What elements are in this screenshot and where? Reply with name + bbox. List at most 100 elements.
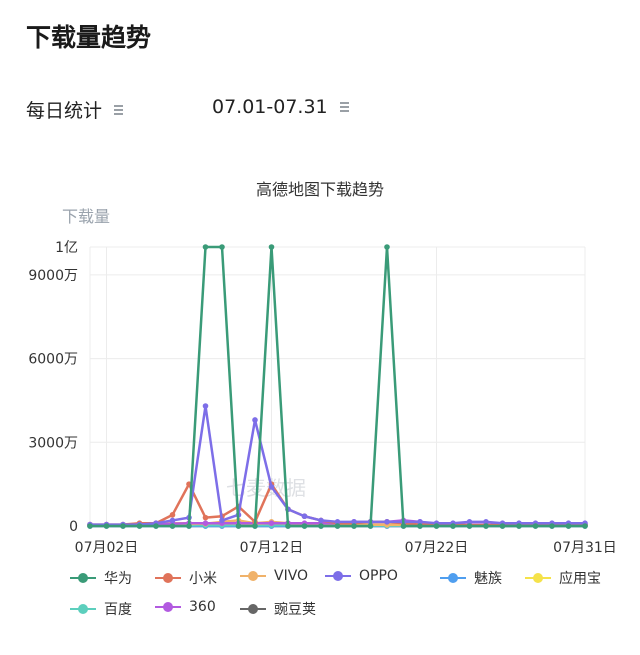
data-point (351, 519, 357, 525)
page-title: 下载量趋势 (26, 23, 152, 52)
data-point (202, 520, 209, 527)
legend-label: OPPO (359, 568, 398, 584)
data-point (499, 523, 506, 529)
data-point (483, 519, 489, 525)
data-point (153, 523, 159, 529)
data-point (483, 523, 489, 529)
legend-item[interactable]: 小米 (155, 568, 217, 588)
data-point (219, 244, 225, 250)
menu-icon (339, 100, 349, 114)
data-point (516, 523, 522, 529)
legend-swatch (70, 573, 96, 583)
data-point (202, 514, 209, 521)
legend-label: 应用宝 (559, 571, 601, 587)
legend-item[interactable]: OPPO (325, 568, 398, 584)
y-axis-label: 下载量 (62, 207, 110, 226)
data-point (384, 519, 390, 525)
data-point (466, 523, 473, 529)
data-point (334, 519, 341, 525)
legend-label: 360 (189, 599, 216, 615)
data-point (136, 523, 143, 529)
data-point (301, 513, 308, 520)
legend-swatch (325, 571, 351, 581)
y-tick-labels: 0 3000万 6000万 9000万 1亿 (28, 240, 78, 535)
data-point (103, 523, 110, 529)
y-tick-label: 3000万 (28, 435, 78, 451)
data-point (466, 519, 473, 525)
menu-icon (114, 103, 124, 117)
data-point (417, 519, 423, 525)
legend-item[interactable]: 360 (155, 599, 216, 615)
legend-swatch (240, 604, 266, 614)
legend-swatch (155, 573, 181, 583)
data-point (169, 512, 176, 518)
data-point (549, 523, 555, 529)
series-line (90, 245, 585, 528)
legend-swatch (440, 573, 466, 583)
data-point (169, 517, 176, 524)
y-tick-label: 1亿 (55, 240, 78, 256)
x-tick-label: 07月31日 (553, 540, 617, 556)
data-point (334, 523, 341, 529)
series-lines (87, 244, 588, 529)
data-point (450, 523, 456, 529)
data-point (400, 523, 407, 529)
daily-stat-label: 每日统计 (26, 100, 103, 122)
data-point (169, 523, 176, 529)
legend-item[interactable]: VIVO (240, 568, 308, 584)
data-point (87, 523, 93, 529)
legend-item[interactable]: 应用宝 (525, 568, 601, 588)
data-point (384, 244, 390, 250)
legend-swatch (155, 602, 181, 612)
data-point (367, 523, 374, 529)
data-point (268, 484, 275, 490)
data-point (268, 244, 275, 250)
x-tick-label: 07月02日 (75, 540, 139, 556)
data-point (433, 523, 440, 529)
data-point (301, 523, 308, 529)
legend-label: 豌豆荚 (274, 602, 316, 618)
legend-swatch (525, 573, 551, 583)
data-point (417, 523, 423, 529)
series-line (90, 482, 585, 527)
data-point (186, 523, 192, 529)
legend-swatch (240, 571, 266, 581)
legend-label: VIVO (274, 568, 309, 584)
legend-swatch (70, 604, 96, 614)
data-point (235, 523, 242, 529)
y-tick-label: 9000万 (28, 268, 78, 284)
legend-label: 百度 (104, 602, 132, 618)
data-point (565, 523, 572, 529)
chart-title: 高德地图下载趋势 (256, 180, 384, 199)
series-0 (87, 244, 588, 529)
legend-item[interactable]: 华为 (70, 568, 132, 588)
series-3 (87, 403, 588, 528)
data-point (582, 523, 588, 529)
x-tick-label: 07月22日 (405, 540, 469, 556)
legend-item[interactable]: 魅族 (440, 568, 502, 588)
data-point (318, 523, 324, 529)
data-point (202, 244, 209, 250)
data-point (252, 523, 258, 529)
data-point (120, 523, 126, 529)
data-point (285, 523, 291, 529)
legend-item[interactable]: 百度 (70, 599, 132, 619)
data-point (318, 517, 324, 524)
y-tick-label: 6000万 (28, 352, 78, 368)
legend-label: 华为 (104, 571, 132, 587)
x-tick-labels: 07月02日 07月12日 07月22日 07月31日 (75, 540, 617, 556)
data-point (532, 523, 539, 529)
legend-item[interactable]: 豌豆荚 (240, 599, 316, 619)
y-tick-label: 0 (69, 519, 78, 535)
legend-label: 魅族 (474, 571, 502, 587)
data-point (202, 403, 209, 409)
grid (89, 246, 586, 527)
data-point (268, 520, 275, 527)
date-range-label: 07.01-07.31 (212, 96, 328, 118)
x-tick-label: 07月12日 (240, 540, 304, 556)
data-point (252, 417, 258, 423)
data-point (219, 517, 225, 524)
daily-stat-dropdown[interactable]: 每日统计 (26, 96, 124, 123)
date-range-dropdown[interactable]: 07.01-07.31 (212, 96, 349, 118)
